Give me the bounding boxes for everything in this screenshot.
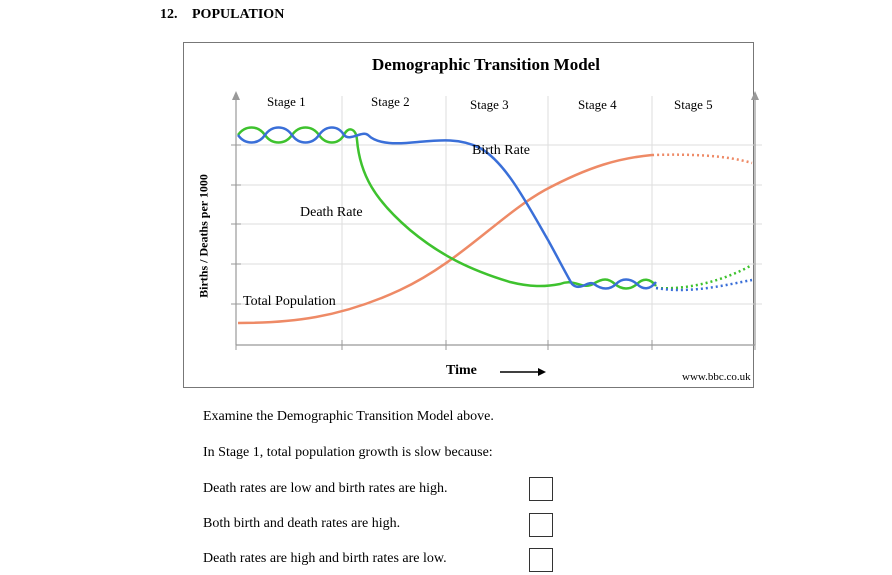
birth-rate-projection xyxy=(655,278,753,292)
birth-rate-line xyxy=(236,126,657,290)
x-axis-label: Time xyxy=(446,363,477,378)
time-arrow-head xyxy=(538,368,546,376)
option-3-label: Death rates are high and birth rates are… xyxy=(203,551,447,566)
stage-label-3: Stage 3 xyxy=(470,97,509,112)
examine-instruction: Examine the Demographic Transition Model… xyxy=(203,409,494,424)
y-axis-label: Births / Deaths per 1000 xyxy=(196,174,211,298)
chart-figure-frame xyxy=(183,42,754,388)
question-number: 12. xyxy=(160,7,178,22)
option-1-label: Death rates are low and birth rates are … xyxy=(203,481,448,496)
chart-title: Demographic Transition Model xyxy=(372,55,600,74)
series-layer xyxy=(236,126,753,325)
question-prompt: In Stage 1, total population growth is s… xyxy=(203,445,493,460)
stage-label-2: Stage 2 xyxy=(371,94,410,109)
death-rate-projection xyxy=(655,263,753,290)
total-population-projection xyxy=(651,153,753,165)
option-3-checkbox[interactable] xyxy=(529,548,553,572)
question-title: POPULATION xyxy=(192,7,285,22)
stage-label-5: Stage 5 xyxy=(674,97,713,112)
question-heading: 12. POPULATION xyxy=(160,7,284,23)
source-credit: www.bbc.co.uk xyxy=(682,371,751,383)
option-2-checkbox[interactable] xyxy=(529,513,553,537)
total-population-label: Total Population xyxy=(243,294,336,309)
option-2-label: Both birth and death rates are high. xyxy=(203,516,401,531)
death-rate-label: Death Rate xyxy=(300,205,363,220)
stage-label-1: Stage 1 xyxy=(267,94,306,109)
total-population-line xyxy=(237,153,653,325)
birth-rate-label: Birth Rate xyxy=(472,143,530,158)
stage-label-4: Stage 4 xyxy=(578,97,617,112)
axis-layer xyxy=(231,91,759,376)
y-axis-left-arrow xyxy=(232,91,240,100)
grid-layer xyxy=(236,96,762,345)
option-1-checkbox[interactable] xyxy=(529,477,553,501)
y-axis-right-arrow xyxy=(751,91,759,100)
